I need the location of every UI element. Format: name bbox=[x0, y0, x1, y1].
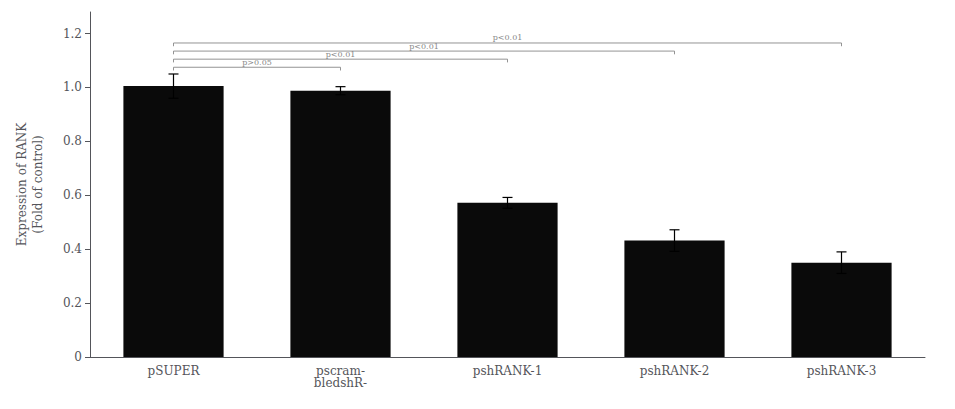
svg-text:1.0: 1.0 bbox=[63, 80, 82, 94]
svg-text:pshRANK-1: pshRANK-1 bbox=[473, 364, 543, 378]
svg-text:pshRANK-3: pshRANK-3 bbox=[807, 364, 877, 378]
svg-text:pSUPER: pSUPER bbox=[148, 364, 201, 378]
svg-text:0.8: 0.8 bbox=[63, 134, 82, 148]
svg-text:bledshR-: bledshR- bbox=[314, 376, 367, 390]
svg-text:0: 0 bbox=[74, 350, 82, 364]
svg-text:p<0.01: p<0.01 bbox=[493, 33, 523, 42]
svg-text:(Fold of control): (Fold of control) bbox=[31, 135, 45, 233]
svg-text:p<0.01: p<0.01 bbox=[409, 41, 439, 51]
svg-text:p<0.01: p<0.01 bbox=[325, 49, 356, 59]
svg-text:Expression of RANK: Expression of RANK bbox=[15, 122, 29, 247]
svg-text:p>0.05: p>0.05 bbox=[242, 57, 272, 67]
svg-text:pscram-: pscram- bbox=[316, 364, 365, 378]
svg-text:pshRANK-2: pshRANK-2 bbox=[640, 364, 710, 378]
svg-text:0.2: 0.2 bbox=[63, 296, 82, 310]
svg-text:0.6: 0.6 bbox=[63, 188, 82, 202]
svg-text:0.4: 0.4 bbox=[63, 242, 82, 256]
svg-text:1.2: 1.2 bbox=[63, 27, 82, 41]
